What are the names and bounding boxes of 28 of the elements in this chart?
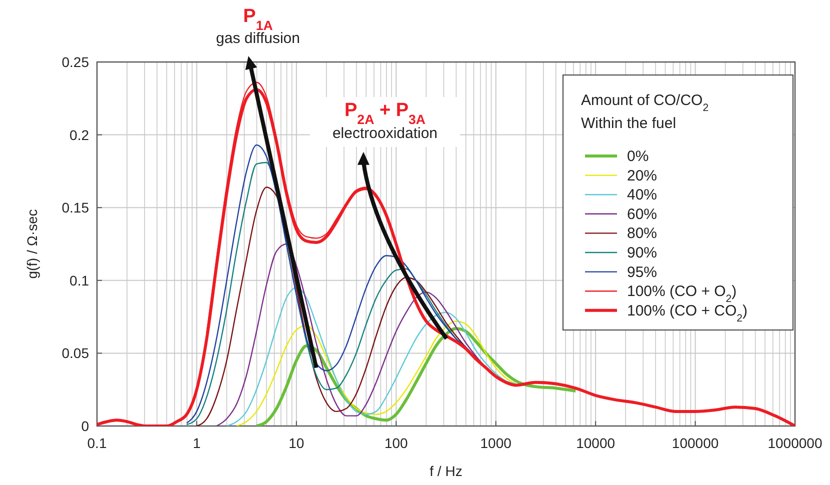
legend-label: 95% — [627, 264, 658, 281]
y-axis-title: g(f) / Ω·sec — [24, 209, 40, 279]
legend-label: 80% — [627, 225, 658, 242]
text: P$_{1A}$ — [243, 6, 274, 32]
x-tick-label: 10 — [288, 435, 304, 451]
y-tick-label: 0.2 — [70, 126, 90, 143]
y-tick-label: 0.05 — [62, 345, 90, 362]
y-tick-label: 0.15 — [62, 200, 90, 216]
x-tick-label: 0.1 — [87, 435, 107, 451]
text: Amount of CO/CO$_{2}$ Within the fuel — [581, 92, 709, 132]
legend-label: 20% — [627, 167, 658, 184]
x-tick-label: 1 — [192, 435, 201, 451]
x-tick-label: 1000000 — [768, 435, 822, 451]
legend-label: 0% — [627, 148, 649, 165]
y-tick-label: 0.25 — [62, 54, 90, 70]
x-axis-title: f / Hz — [430, 463, 462, 479]
annotation: electrooxidation — [332, 125, 438, 142]
legend-label: 60% — [627, 206, 658, 223]
x-tick-label: 1000 — [480, 435, 512, 451]
legend-label: 40% — [627, 186, 658, 204]
x-tick-label: 100 — [384, 435, 408, 451]
text: gas diffusion — [216, 30, 300, 47]
x-tick-label: 10000 — [576, 435, 616, 451]
legend-label: 90% — [627, 244, 658, 262]
y-tick-label: 0 — [81, 418, 90, 434]
y-tick-label: 0.1 — [70, 272, 90, 288]
x-tick-label: 100000 — [672, 435, 719, 451]
annotation: P$_{2A}$ + P$_{3A}$ — [344, 100, 426, 126]
